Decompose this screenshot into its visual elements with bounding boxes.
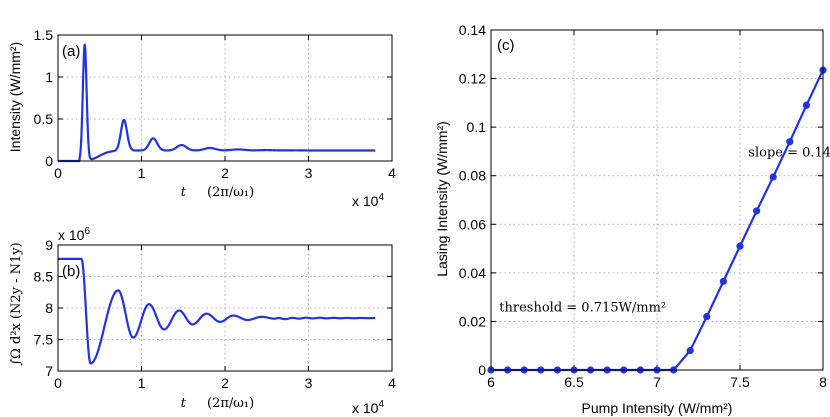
data-point [686,346,694,355]
panel-a: 0 1 2 3 4 0 0.5 1 1.5 (a) Intensity (W/mm²) t (2… [7,27,396,209]
data-point [703,312,711,321]
data-point [753,207,761,215]
y-tick-label: 8.5 [34,269,54,285]
x-tick-label: 0 [54,375,62,391]
x-tick-label: 1 [138,165,146,181]
data-point [719,277,728,285]
data-point [786,138,794,146]
x-tick-label: 8 [819,374,827,390]
panel-b-y-multiplier: x 106 [58,226,90,243]
y-tick-label: 0 [478,362,486,378]
panel-c-markers [487,66,827,374]
y-tick-label: 9 [45,237,53,253]
panel-b-ticks: 0 1 2 3 4 7 7.5 8 8.5 9 [34,237,397,391]
y-tick-label: 7.5 [34,332,54,348]
data-point [802,101,811,109]
slope-annotation: slope = 0.145 [748,145,830,160]
panel-b-x-multiplier: x 104 [352,399,384,416]
y-tick-label: 0.12 [459,71,486,87]
panel-c-ylabel: Lasing Intensity (W/mm²) [434,121,450,277]
panel-a-intensity-curve [57,43,377,163]
x-tick-label: 0 [54,165,62,181]
threshold-annotation: threshold = 0.715W/mm² [499,301,666,316]
panel-a-xlabel: t [181,185,187,200]
y-tick-label: 0.08 [459,168,486,184]
panel-a-ylabel: Intensity (W/mm²) [7,42,23,152]
panel-c-grid [491,30,823,370]
panel-b-xlabel-unit: (2π/ω₁) [207,396,254,411]
y-tick-label: 0.14 [459,22,486,38]
x-tick-label: 3 [305,375,313,391]
x-tick-label: 2 [221,165,229,181]
panel-c-ticks: 6 6.5 7 7.5 8 0 0.02 0.04 0.06 0.08 0.1 0.12 0.14 [459,22,827,390]
x-tick-label: 4 [388,375,396,391]
y-tick-label: 0.02 [459,313,486,329]
y-tick-label: 0 [45,153,53,169]
y-tick-label: 8 [45,300,53,316]
x-tick-label: 4 [388,165,396,181]
panel-b-grid [58,245,392,371]
y-tick-label: 0.5 [34,111,54,127]
panel-c: 6 6.5 7 7.5 8 0 0.02 0.04 0.06 0.08 0.1 0.12 0.14 (c… [434,22,830,416]
y-tick-label: 1 [45,69,53,85]
y-tick-label: 0.06 [459,216,486,232]
x-tick-label: 7.5 [730,374,750,390]
x-tick-label: 6 [487,374,495,390]
panel-a-label: (a) [62,43,80,60]
y-tick-label: 1.5 [34,27,54,43]
x-tick-label: 2 [221,375,229,391]
panel-b-xlabel: t [181,396,187,411]
panel-c-label: (c) [497,37,515,54]
panel-b-label: (b) [62,263,80,280]
panel-a-frame [57,34,393,162]
y-tick-label: 0.1 [467,119,487,135]
x-tick-label: 7 [653,374,661,390]
panel-b-ylabel: ∫Ω d²x (N2y - N1y) [9,242,24,365]
data-point [769,173,777,181]
panel-b-frame [57,244,393,372]
panel-a-xlabel-unit: (2π/ω₁) [207,185,254,200]
panel-a-grid [58,35,392,161]
y-tick-label: 7 [45,363,53,379]
panel-b: 0 1 2 3 4 7 7.5 8 8.5 9 (b) x 106 ∫Ω d²x (N2y - N… [9,226,396,416]
panel-c-xlabel: Pump Intensity (W/mm²) [582,400,733,416]
x-tick-label: 6.5 [564,374,584,390]
panel-b-inversion-curve [57,257,377,365]
panel-a-x-multiplier: x 104 [352,192,384,209]
y-tick-label: 0.04 [459,265,486,281]
x-tick-label: 1 [138,375,146,391]
panel-c-frame [490,29,824,371]
x-tick-label: 3 [305,165,313,181]
data-point [736,242,744,250]
